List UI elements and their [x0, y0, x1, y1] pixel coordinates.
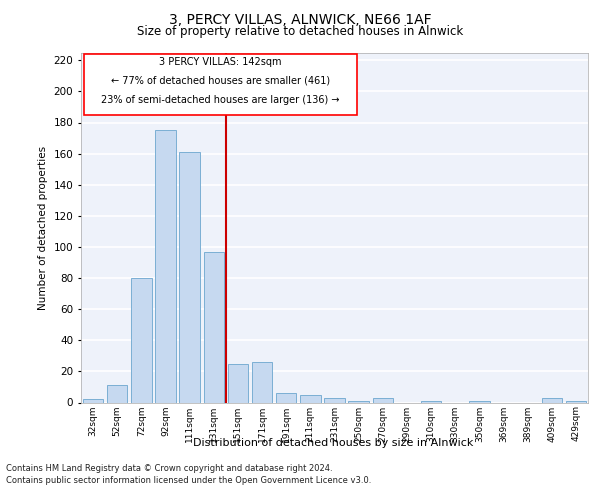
Text: 23% of semi-detached houses are larger (136) →: 23% of semi-detached houses are larger (…	[101, 95, 340, 105]
Bar	[107, 386, 127, 402]
Bar	[203, 252, 224, 402]
Text: Contains HM Land Registry data © Crown copyright and database right 2024.: Contains HM Land Registry data © Crown c…	[6, 464, 332, 473]
Bar	[131, 278, 152, 402]
Bar	[373, 398, 393, 402]
Bar	[469, 401, 490, 402]
Text: ← 77% of detached houses are smaller (461): ← 77% of detached houses are smaller (46…	[111, 76, 330, 86]
FancyBboxPatch shape	[83, 54, 358, 115]
Bar	[324, 398, 345, 402]
Text: Size of property relative to detached houses in Alnwick: Size of property relative to detached ho…	[137, 25, 463, 38]
Bar	[300, 394, 320, 402]
Text: Contains public sector information licensed under the Open Government Licence v3: Contains public sector information licen…	[6, 476, 371, 485]
Bar	[179, 152, 200, 403]
Bar	[349, 401, 369, 402]
Bar	[155, 130, 176, 402]
Bar	[566, 401, 586, 402]
Bar	[276, 393, 296, 402]
Bar	[252, 362, 272, 403]
Text: 3, PERCY VILLAS, ALNWICK, NE66 1AF: 3, PERCY VILLAS, ALNWICK, NE66 1AF	[169, 12, 431, 26]
Y-axis label: Number of detached properties: Number of detached properties	[38, 146, 48, 310]
Bar	[83, 400, 103, 402]
Bar	[421, 401, 442, 402]
Bar	[227, 364, 248, 403]
Text: 3 PERCY VILLAS: 142sqm: 3 PERCY VILLAS: 142sqm	[159, 57, 281, 67]
Bar	[542, 398, 562, 402]
Text: Distribution of detached houses by size in Alnwick: Distribution of detached houses by size …	[193, 438, 473, 448]
